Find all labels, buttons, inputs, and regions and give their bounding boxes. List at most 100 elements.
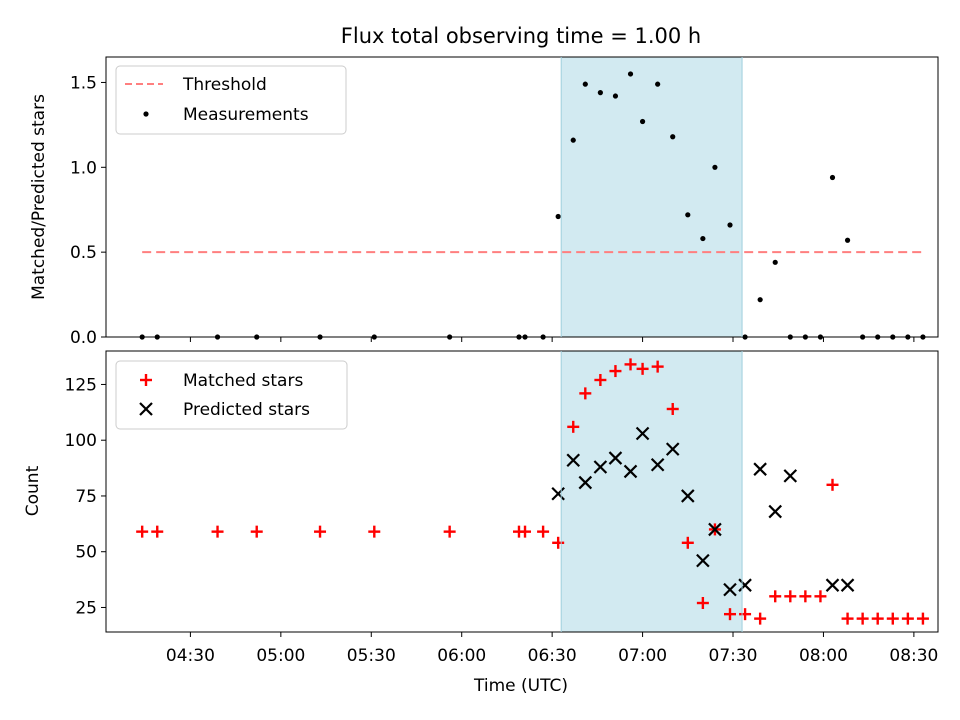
measurement-point [712, 164, 718, 170]
top-y-axis-label: Matched/Predicted stars [29, 94, 49, 300]
matched-star-point [754, 612, 767, 625]
measurement-point [655, 81, 661, 87]
measurement-point [700, 235, 706, 242]
predicted-star-point [723, 582, 737, 597]
matched-star-point [696, 597, 709, 610]
measurement-point [757, 297, 763, 303]
predicted-star-point [650, 457, 665, 472]
x-tick-label: 06:00 [437, 646, 486, 666]
y-tick-label: 0.5 [70, 243, 97, 263]
top-panel-frame [105, 56, 939, 338]
matched-star-point [814, 590, 827, 603]
matched-star-point [552, 536, 565, 549]
measurement-point [670, 134, 676, 140]
predicted-star-point [593, 460, 608, 474]
matched-star-point [579, 387, 592, 400]
y-tick-label: 0.0 [70, 328, 97, 348]
legend-measurements-label: Measurements [183, 105, 309, 125]
shaded-region-bottom [561, 351, 743, 632]
predicted-star-point [768, 504, 782, 519]
measurement-point [829, 174, 836, 181]
measurement-point [627, 71, 634, 77]
x-tick-label: 07:00 [618, 646, 667, 666]
predicted-star-point [825, 578, 840, 592]
bottom-legend-box [115, 360, 348, 430]
y-tick-label: 1.0 [70, 158, 97, 178]
bottom-legend: Matched stars Predicted stars [115, 360, 348, 430]
y-tick-label: 1.5 [70, 73, 97, 93]
matched-star-point [609, 365, 622, 378]
measurement-point [555, 213, 561, 220]
x-tick-label: 06:30 [528, 646, 577, 666]
legend-measurements-marker [143, 111, 149, 117]
measurement-point [772, 259, 778, 265]
matched-star-point [724, 608, 736, 621]
predicted-star-point [623, 464, 638, 479]
matched-star-point [636, 362, 649, 375]
measurement-point [612, 93, 619, 99]
matched-star-point [666, 402, 679, 415]
x-tick-label: 05:30 [347, 646, 396, 666]
matched-star-point [314, 525, 327, 538]
legend-threshold-label: Threshold [182, 75, 267, 95]
y-tick-label: 50 [75, 543, 97, 563]
x-tick-label: 08:30 [889, 646, 938, 666]
legend-matched-label: Matched stars [183, 371, 303, 391]
matched-star-point [136, 525, 149, 538]
predicted-star-point [681, 489, 695, 503]
predicted-star-point [753, 462, 767, 476]
matched-star-point [769, 590, 782, 603]
predicted-star-point [840, 578, 855, 592]
predicted-star-point [578, 475, 593, 490]
measurement-point [570, 137, 576, 143]
predicted-star-point [696, 553, 710, 568]
predicted-star-point [551, 486, 565, 501]
measurement-point [597, 90, 603, 96]
bottom-panel-frame [105, 350, 939, 633]
legend-matched-marker [140, 374, 152, 386]
bottom-y-axis: 25 50 75 100 125 [65, 375, 106, 618]
matched-star-point [624, 358, 637, 371]
measurement-point [582, 81, 588, 87]
matched-star-point [901, 612, 914, 625]
matched-star-point [594, 373, 607, 386]
matched-star-point [443, 525, 456, 538]
matched-star-point [250, 525, 263, 538]
y-tick-label: 75 [75, 487, 97, 507]
matched-star-point [537, 525, 550, 538]
matched-star-point [784, 590, 797, 603]
matched-star-point [739, 608, 752, 621]
legend-predicted-marker [139, 402, 153, 416]
predicted-star-point [708, 522, 722, 537]
bottom-y-axis-label: Count [23, 465, 43, 516]
legend-predicted-label: Predicted stars [183, 400, 310, 420]
matched-star-point [856, 612, 869, 625]
matched-star-point [651, 360, 664, 373]
top-legend: Threshold Measurements [115, 65, 347, 135]
matched-star-point [368, 525, 381, 538]
matched-star-point [799, 590, 812, 603]
top-x-axis [189, 337, 915, 342]
y-tick-label: 25 [75, 598, 97, 618]
measurement-point [727, 222, 733, 228]
bottom-panel: 25 50 75 100 125 04:30 05:00 05:30 06:00 06:30 07… [23, 350, 939, 696]
x-tick-label: 07:30 [709, 646, 758, 666]
bottom-panel-marks [136, 358, 929, 625]
top-y-axis: 0.0 0.5 1.0 1.5 [70, 73, 106, 348]
shaded-region-top [561, 57, 743, 337]
top-legend-box [115, 65, 347, 135]
matched-star-point [567, 420, 580, 433]
x-tick-label: 08:00 [799, 646, 848, 666]
predicted-star-point [665, 442, 680, 456]
matched-star-point [841, 612, 854, 625]
x-tick-label: 04:30 [166, 646, 215, 666]
x-axis-label: Time (UTC) [473, 676, 568, 696]
measurement-point [685, 212, 691, 218]
y-tick-label: 125 [65, 375, 97, 395]
predicted-star-point [566, 453, 581, 468]
predicted-star-point [635, 426, 650, 441]
predicted-star-point [608, 451, 623, 465]
x-tick-label: 05:00 [256, 646, 305, 666]
matched-star-point [871, 612, 884, 625]
